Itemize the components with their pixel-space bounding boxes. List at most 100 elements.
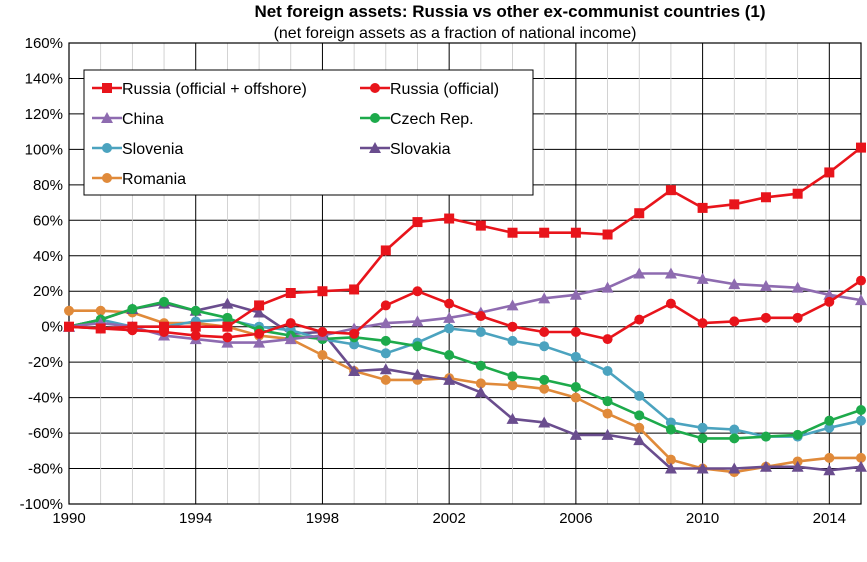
data-point	[855, 460, 867, 472]
data-point	[824, 296, 835, 307]
data-point	[221, 297, 234, 309]
series-line	[68, 279, 862, 341]
data-point	[728, 462, 741, 474]
data-point	[729, 433, 740, 444]
legend-marker	[369, 142, 381, 153]
chart-subtitle: (net foreign assets as a fraction of nat…	[274, 25, 637, 42]
x-tick-label: 2002	[432, 510, 465, 527]
data-point	[602, 334, 613, 345]
data-point	[824, 452, 835, 463]
data-point	[634, 410, 645, 421]
data-point	[127, 303, 138, 314]
data-point	[95, 323, 106, 334]
legend-label: Czech Rep.	[390, 111, 474, 128]
legend-label: Slovenia	[122, 141, 183, 158]
data-point	[729, 316, 740, 327]
legend-marker	[370, 83, 380, 93]
data-point	[507, 227, 518, 238]
legend-item-czech-rep: Czech Rep.	[360, 111, 474, 128]
legend-marker	[370, 113, 380, 123]
data-point	[696, 462, 709, 474]
data-point	[760, 431, 771, 442]
data-point	[539, 374, 550, 385]
x-tick-label: 1994	[179, 510, 212, 527]
data-point	[696, 272, 709, 284]
legend-item-romania: Romania	[92, 171, 186, 188]
plot-area-frame	[68, 42, 862, 505]
y-tick-label: -20%	[28, 354, 63, 371]
data-point	[317, 327, 328, 338]
data-point	[539, 341, 550, 352]
data-point	[379, 363, 392, 375]
series-russia-official	[64, 275, 866, 345]
data-point	[475, 311, 486, 322]
data-point	[412, 286, 423, 297]
x-tick-label: 2006	[559, 510, 592, 527]
data-point	[856, 415, 866, 426]
data-point	[665, 417, 676, 428]
y-tick-label: 120%	[25, 106, 63, 123]
series-russia-official-offshore	[64, 142, 866, 334]
data-point	[855, 294, 867, 306]
data-point	[824, 415, 835, 426]
legend-marker	[102, 83, 112, 93]
data-point	[254, 328, 265, 339]
data-point	[444, 350, 455, 361]
data-point	[824, 167, 835, 178]
legend-label: Russia (official + offshore)	[122, 81, 307, 98]
data-point	[444, 298, 455, 309]
data-point	[633, 434, 646, 446]
x-tick-label: 2014	[813, 510, 846, 527]
legend-item-russia-official: Russia (official)	[360, 81, 499, 98]
data-point	[634, 422, 645, 433]
data-point	[443, 311, 456, 323]
data-point	[222, 321, 233, 332]
data-point	[95, 305, 106, 316]
data-point	[444, 323, 455, 334]
data-point	[791, 281, 804, 293]
data-point	[634, 390, 645, 401]
legend-marker	[102, 143, 112, 153]
data-point	[570, 327, 581, 338]
data-point	[664, 462, 677, 474]
y-tick-label: 100%	[25, 141, 63, 158]
data-point	[760, 192, 771, 203]
data-point	[284, 333, 297, 345]
legend-label: Romania	[122, 171, 186, 188]
data-point	[538, 416, 551, 428]
data-point	[823, 288, 836, 300]
data-point	[253, 336, 266, 348]
x-tick-label: 2010	[686, 510, 719, 527]
data-point	[856, 142, 866, 153]
data-point	[412, 217, 423, 228]
data-point	[856, 275, 866, 286]
data-point	[823, 464, 836, 476]
data-point	[379, 317, 392, 329]
data-point	[159, 296, 170, 307]
data-point	[792, 188, 803, 199]
y-tick-label: 0%	[41, 319, 63, 336]
data-point	[190, 330, 201, 341]
data-point	[64, 321, 74, 332]
data-point	[222, 312, 233, 323]
data-point	[792, 429, 803, 440]
data-point	[222, 332, 233, 343]
data-point	[697, 202, 708, 213]
data-point	[665, 185, 676, 196]
data-point	[570, 381, 581, 392]
legend-item-slovakia: Slovakia	[360, 141, 451, 158]
data-point	[539, 327, 550, 338]
data-point	[633, 267, 646, 279]
data-point	[475, 327, 486, 338]
y-tick-label: -40%	[28, 390, 63, 407]
legend-item-slovenia: Slovenia	[92, 141, 183, 158]
data-point	[254, 300, 265, 311]
data-point	[380, 245, 391, 256]
data-point	[507, 380, 518, 391]
y-tick-label: -80%	[28, 461, 63, 478]
x-tick-label: 1998	[306, 510, 339, 527]
y-tick-label: 160%	[25, 35, 63, 52]
data-point	[728, 278, 741, 290]
legend-box	[83, 69, 534, 196]
